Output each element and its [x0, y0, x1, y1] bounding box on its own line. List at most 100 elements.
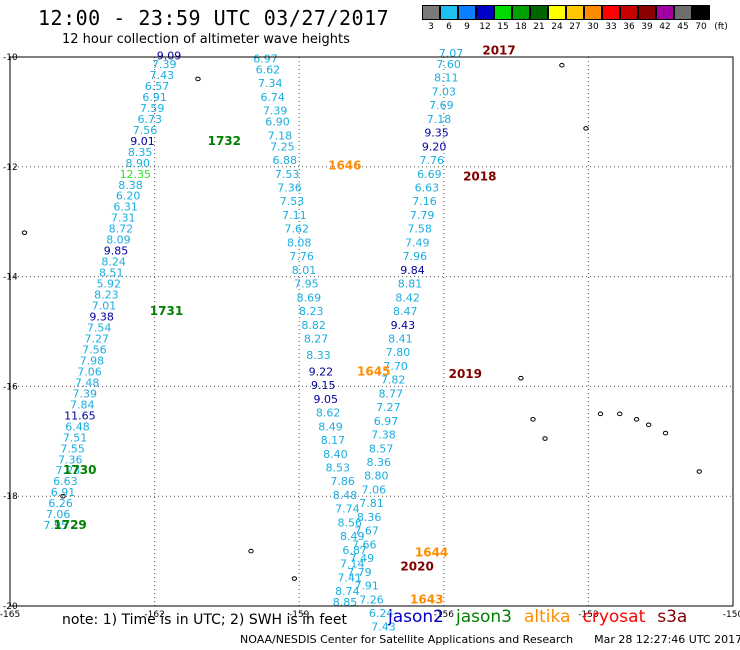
map-border — [9, 56, 734, 607]
wave-height-value: 7.27 — [85, 332, 110, 345]
legend-swatch — [656, 5, 674, 20]
wave-height-value: 8.01 — [292, 264, 317, 277]
wave-height-value: 7.43 — [371, 621, 396, 634]
wave-height-value: 7.62 — [285, 223, 310, 236]
lat-tick-label: -16 — [3, 382, 18, 392]
pass-time-label: 1644 — [415, 546, 448, 560]
mission-s3a: s3a — [657, 607, 688, 627]
lat-tick-label: -14 — [3, 273, 18, 283]
legend-label: 6 — [446, 22, 452, 32]
wave-height-value: 9.22 — [309, 365, 334, 378]
wave-height-value: 8.49 — [340, 530, 365, 543]
wave-height-value: 8.53 — [326, 461, 351, 474]
legend-labels: 3 6 9 12 15 18 21 24 27 30 33 36 39 42 45 70 (ft) — [422, 22, 732, 34]
wave-height-value: 8.69 — [297, 291, 322, 304]
wave-height-value: 7.82 — [381, 374, 406, 387]
wave-height-value: 7.41 — [338, 571, 363, 584]
wave-height-value: 8.35 — [128, 146, 153, 159]
wave-height-value: 8.51 — [99, 267, 124, 280]
wave-height-value: 7.69 — [429, 99, 454, 112]
wave-height-value: 7.06 — [46, 508, 71, 521]
wave-height-value: 8.77 — [379, 387, 404, 400]
legend-label: 24 — [551, 22, 563, 32]
island-outline — [21, 230, 28, 235]
island-outline — [559, 62, 565, 68]
legend-label: 27 — [569, 22, 581, 32]
wave-height-value: 7.55 — [60, 442, 85, 455]
wave-height-value: 7.39 — [152, 58, 177, 71]
wave-height-value: 7.91 — [354, 580, 379, 593]
wave-height-value: 8.48 — [333, 489, 358, 502]
wave-height-value: 7.54 — [87, 322, 112, 335]
island-outline — [597, 411, 604, 417]
island-outline — [633, 417, 640, 422]
wave-height-value: 7.31 — [111, 212, 136, 225]
wave-height-value: 7.56 — [82, 343, 107, 356]
wave-height-value: 6.26 — [48, 497, 73, 510]
island-outline — [248, 548, 254, 554]
lon-tick-label: -165 — [0, 610, 20, 620]
wave-height-value: 8.81 — [398, 278, 423, 291]
wave-height-value: 6.87 — [342, 544, 367, 557]
wave-height-value: 6.97 — [374, 415, 399, 428]
map-grid — [10, 57, 733, 606]
wave-height-value: 8.36 — [366, 456, 391, 469]
wave-height-value: 7.67 — [354, 525, 379, 538]
wave-height-value: 7.06 — [77, 365, 102, 378]
lon-tick-label: -162 — [144, 610, 164, 620]
wave-height-value: 7.43 — [150, 69, 175, 82]
wave-height-value: 9.84 — [400, 264, 425, 277]
wave-height-value: 8.85 — [333, 596, 358, 609]
wave-height-value: 8.09 — [106, 234, 131, 247]
lon-tick-label: -153 — [578, 610, 598, 620]
wave-height-value: 11.65 — [64, 409, 96, 422]
wave-height-value: 7.60 — [436, 58, 461, 71]
wave-height-value: 7.18 — [268, 129, 293, 142]
wave-height-value: 7.98 — [80, 354, 105, 367]
pass-labels: 1732 1731 1730 1729 1646 1645 1644 1643 2017 2018… — [53, 43, 515, 606]
wave-height-value: 8.41 — [388, 332, 413, 345]
legend-swatch — [530, 5, 548, 20]
island-outline — [530, 417, 536, 422]
wave-height-value: 6.20 — [116, 190, 141, 203]
wave-height-value: 8.57 — [369, 442, 394, 455]
wave-height-value: 7.86 — [330, 475, 355, 488]
wave-height-value: 7.53 — [275, 168, 300, 181]
credit-text: NOAA/NESDIS Center for Satellite Applica… — [240, 633, 574, 646]
pass-time-label: 2018 — [463, 170, 496, 184]
wave-height-value: 8.08 — [287, 236, 312, 249]
wave-height-value: 9.85 — [104, 245, 129, 258]
wave-height-value: 8.40 — [323, 448, 348, 461]
wave-height-value: 6.88 — [272, 154, 297, 167]
wave-height-value: 6.62 — [256, 63, 281, 76]
pass-time-label: 1732 — [208, 134, 241, 148]
wave-height-value: 8.47 — [393, 305, 418, 318]
legend-swatch — [620, 5, 638, 20]
mission-legend: jason2 jason3 altika cryosat s3a — [388, 607, 687, 627]
legend-label: 36 — [623, 22, 635, 32]
wave-height-value: 8.24 — [101, 256, 126, 269]
credit-line: NOAA/NESDIS Center for Satellite Applica… — [240, 633, 740, 646]
wave-height-value: 8.33 — [306, 349, 331, 362]
legend-label: 9 — [464, 22, 470, 32]
legend-swatch — [674, 5, 692, 20]
island-outline — [60, 493, 66, 499]
legend-swatch — [440, 5, 458, 20]
pass-time-label: 2019 — [449, 367, 482, 381]
page-title: 12:00 - 23:59 UTC 03/27/2017 — [38, 6, 390, 30]
mission-cryosat: cryosat — [582, 607, 646, 627]
wave-height-value: 7.26 — [359, 593, 384, 606]
wave-height-value: 7.49 — [405, 236, 430, 249]
wave-height-value: 5.92 — [97, 278, 122, 291]
wave-height-value: 8.72 — [109, 223, 134, 236]
island-outline — [518, 375, 524, 381]
wave-height-value: 7.06 — [362, 483, 387, 496]
wave-height-value: 7.56 — [133, 124, 158, 137]
legend-swatch — [638, 5, 656, 20]
wave-height-value: 6.91 — [51, 486, 76, 499]
wave-height-value: 7.81 — [359, 497, 384, 510]
island-outline — [291, 576, 298, 581]
legend-label: 15 — [497, 22, 509, 32]
